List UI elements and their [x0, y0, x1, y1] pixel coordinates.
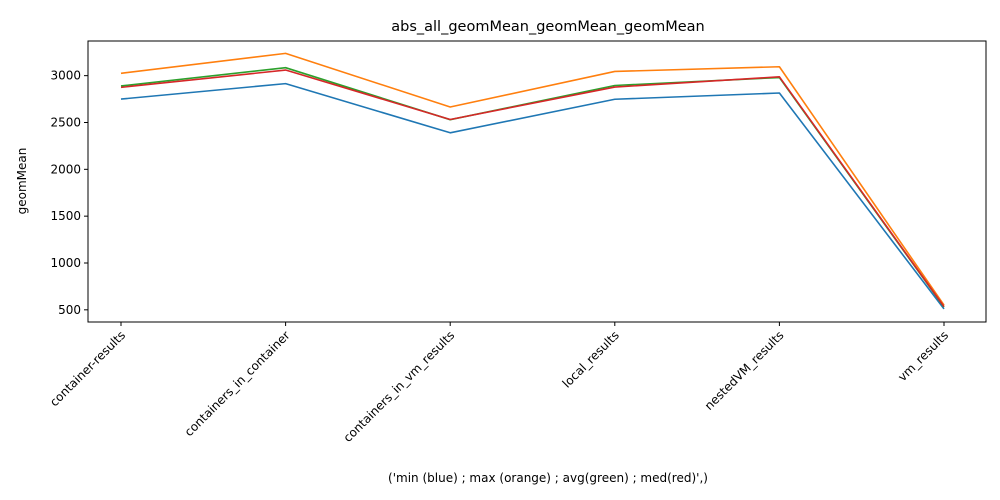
y-tick-label: 1000: [50, 256, 81, 270]
x-tick-label: container-results: [47, 328, 128, 409]
x-tick-label: containers_in_vm_results: [341, 328, 458, 445]
chart-title: abs_all_geomMean_geomMean_geomMean: [391, 19, 704, 35]
y-tick-label: 1500: [50, 209, 81, 223]
series-layer: [120, 52, 945, 310]
x-axis-label: ('min (blue) ; max (orange) ; avg(green)…: [388, 471, 708, 485]
plot-frame: [87, 40, 987, 323]
y-tick-label: 2500: [50, 115, 81, 129]
y-axis-label: geomMean: [15, 148, 29, 215]
y-tick-label: 500: [58, 303, 81, 317]
x-tick-label: vm_results: [895, 328, 951, 384]
y-tick-label: 3000: [50, 69, 81, 83]
series-line-0: [120, 82, 945, 310]
y-tick-label: 2000: [50, 162, 81, 176]
y-axis: 500 1000 1500 2000 2500 3000: [50, 69, 88, 317]
series-line-1: [120, 52, 945, 306]
x-tick-label: containers_in_container: [182, 328, 293, 439]
series-line-3: [120, 69, 945, 308]
x-tick-label: local_results: [560, 328, 622, 390]
x-axis: container-results containers_in_container…: [47, 322, 951, 445]
x-tick-label: nestedVM_results: [702, 328, 787, 413]
